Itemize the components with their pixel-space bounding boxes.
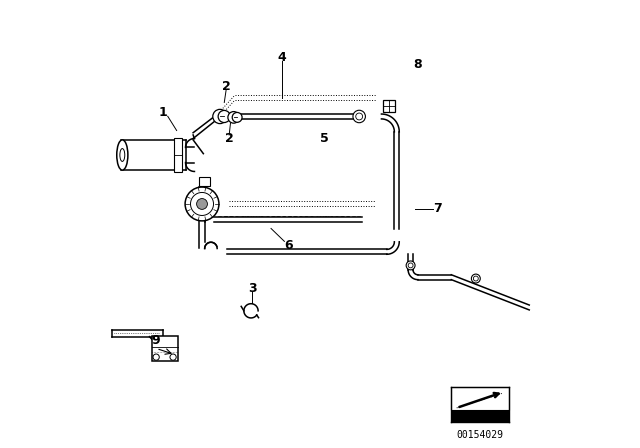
Bar	[383, 100, 396, 112]
Circle shape	[170, 354, 176, 360]
Circle shape	[153, 354, 159, 360]
Text: 2: 2	[221, 80, 230, 93]
Ellipse shape	[116, 140, 128, 170]
Circle shape	[212, 109, 227, 124]
Text: 9: 9	[151, 334, 159, 347]
Text: 4: 4	[278, 52, 287, 65]
Bar	[175, 138, 182, 172]
Circle shape	[218, 110, 230, 123]
Circle shape	[356, 113, 363, 120]
Circle shape	[228, 112, 239, 123]
Text: 2: 2	[225, 132, 234, 145]
Text: 7: 7	[433, 202, 442, 215]
Circle shape	[408, 263, 413, 268]
Circle shape	[406, 261, 415, 270]
Bar	[451, 409, 509, 422]
Text: 6: 6	[285, 239, 293, 252]
Bar	[152, 336, 179, 361]
Circle shape	[472, 274, 480, 283]
Circle shape	[353, 110, 365, 123]
Circle shape	[191, 193, 214, 215]
Bar	[451, 387, 509, 409]
Text: 8: 8	[413, 58, 422, 71]
Circle shape	[232, 112, 242, 122]
Text: 00154029: 00154029	[457, 431, 504, 440]
Circle shape	[196, 198, 207, 209]
Circle shape	[185, 187, 219, 221]
Text: 5: 5	[320, 132, 329, 145]
Circle shape	[474, 276, 478, 281]
Text: 3: 3	[248, 282, 257, 295]
Ellipse shape	[120, 149, 125, 161]
Bar	[199, 177, 209, 186]
Text: 1: 1	[159, 106, 168, 119]
